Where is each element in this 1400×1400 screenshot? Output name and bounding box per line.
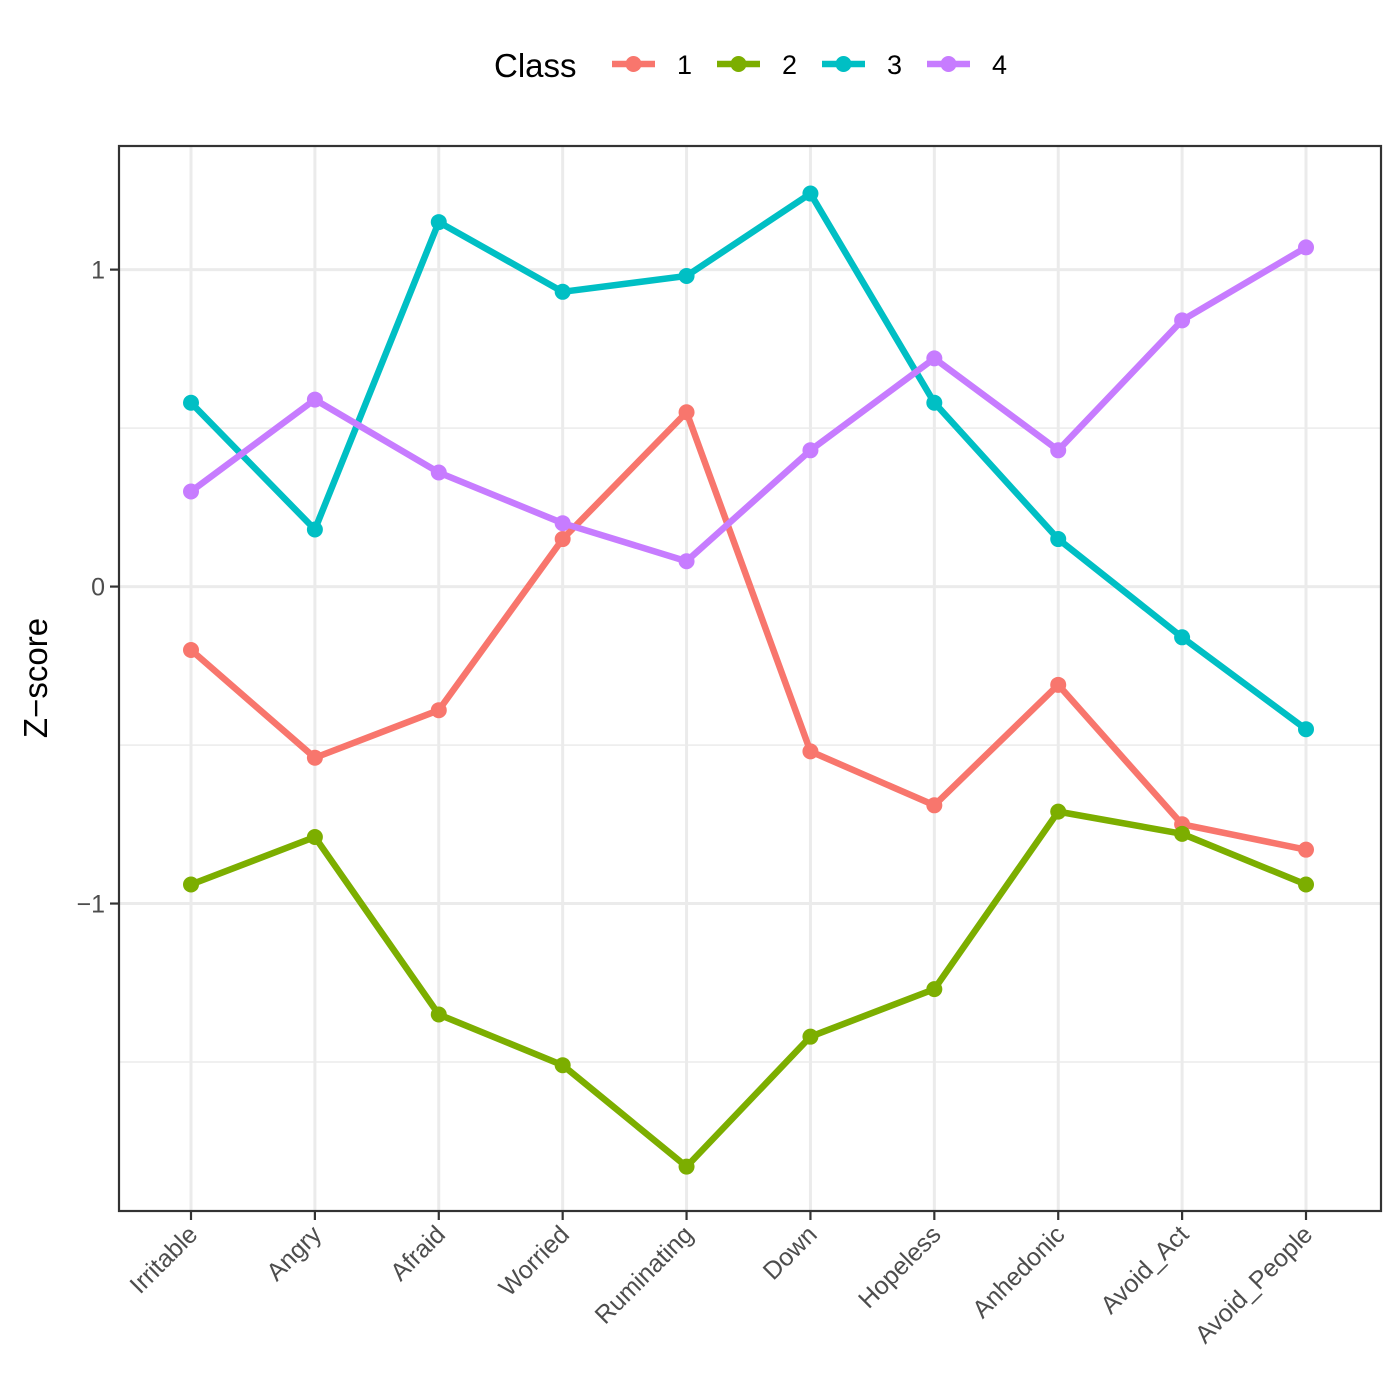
x-tick-label: Worried	[494, 1220, 575, 1301]
x-tick-label: Angry	[261, 1220, 327, 1286]
series-1-point	[926, 797, 943, 814]
series-1-line	[188, 409, 1307, 853]
series-1-point	[554, 531, 571, 548]
series-4-point	[1298, 239, 1314, 256]
series-4-point	[802, 442, 819, 459]
y-tick-label: 1	[91, 257, 105, 285]
x-tick-label: Avoid_People	[1190, 1220, 1319, 1349]
series-3-point	[430, 214, 447, 231]
legend-key-4-point	[940, 56, 957, 72]
series-3-point	[1298, 721, 1314, 738]
series-3-line	[188, 190, 1308, 732]
series-1-point	[183, 641, 199, 658]
series-1-point	[430, 702, 447, 719]
series-2-point	[1050, 803, 1067, 820]
series-2-point	[926, 981, 943, 998]
y-tick-label: 0	[91, 574, 105, 602]
series-2-point	[183, 876, 199, 893]
series-2-point	[1298, 876, 1314, 893]
series-2-point	[802, 1028, 819, 1045]
legend-key-1-point	[625, 56, 642, 72]
series-1-point	[306, 749, 323, 766]
series-2-point	[306, 828, 323, 845]
series-4-point	[1174, 312, 1191, 329]
legend-key-2-point	[730, 56, 747, 72]
series-3-point	[678, 267, 695, 284]
series-2-point	[678, 1158, 695, 1175]
series-1-point	[1050, 676, 1067, 693]
series-4-point	[554, 515, 571, 532]
series-3-point	[1174, 629, 1191, 646]
series-2-point	[1174, 825, 1191, 842]
series-4-point	[1050, 442, 1067, 459]
legend-label-2: 2	[782, 50, 797, 80]
series-3-point	[554, 283, 571, 300]
series-4-point	[926, 350, 943, 367]
series-3-point	[1050, 531, 1067, 548]
series-3-point	[306, 521, 323, 538]
y-axis-title: Z−score	[17, 618, 54, 738]
series-4-point	[430, 464, 447, 481]
series-3-point	[183, 394, 199, 411]
series-2-point	[554, 1057, 571, 1074]
series-3-point	[926, 394, 943, 411]
x-tick-label: Irritable	[124, 1220, 203, 1299]
series-layer	[183, 185, 1314, 1175]
series-2-point	[430, 1006, 447, 1023]
x-tick-label: Ruminating	[590, 1220, 699, 1329]
axes: −1 0 1 Irritable Angry Afraid Worried Ruminatin…	[76, 257, 1318, 1349]
series-3-point	[802, 185, 819, 202]
series-4-point	[183, 483, 199, 500]
series-4-point	[678, 553, 695, 570]
legend-label-1: 1	[677, 50, 692, 80]
x-tick-label: Avoid_Act	[1095, 1220, 1194, 1319]
y-tick-label: −1	[76, 891, 105, 919]
series-1-point	[1298, 841, 1314, 858]
x-tick-label: Hopeless	[853, 1220, 947, 1314]
legend: Class 1 2 3 4	[494, 47, 1007, 84]
legend-key-3-point	[835, 56, 852, 72]
legend-label-4: 4	[992, 50, 1007, 80]
x-tick-label: Anhedonic	[967, 1220, 1070, 1323]
grid	[119, 146, 1381, 1211]
x-tick-label: Down	[758, 1220, 823, 1285]
series-2-line	[189, 808, 1308, 1170]
series-1-point	[802, 743, 819, 760]
plot-panel-border	[117, 144, 1383, 1213]
legend-label-3: 3	[887, 50, 902, 80]
x-tick-label: Afraid	[385, 1220, 451, 1286]
legend-title: Class	[494, 47, 577, 84]
series-4-line	[189, 244, 1308, 565]
series-4-point	[306, 391, 323, 408]
series-1-point	[678, 404, 695, 421]
